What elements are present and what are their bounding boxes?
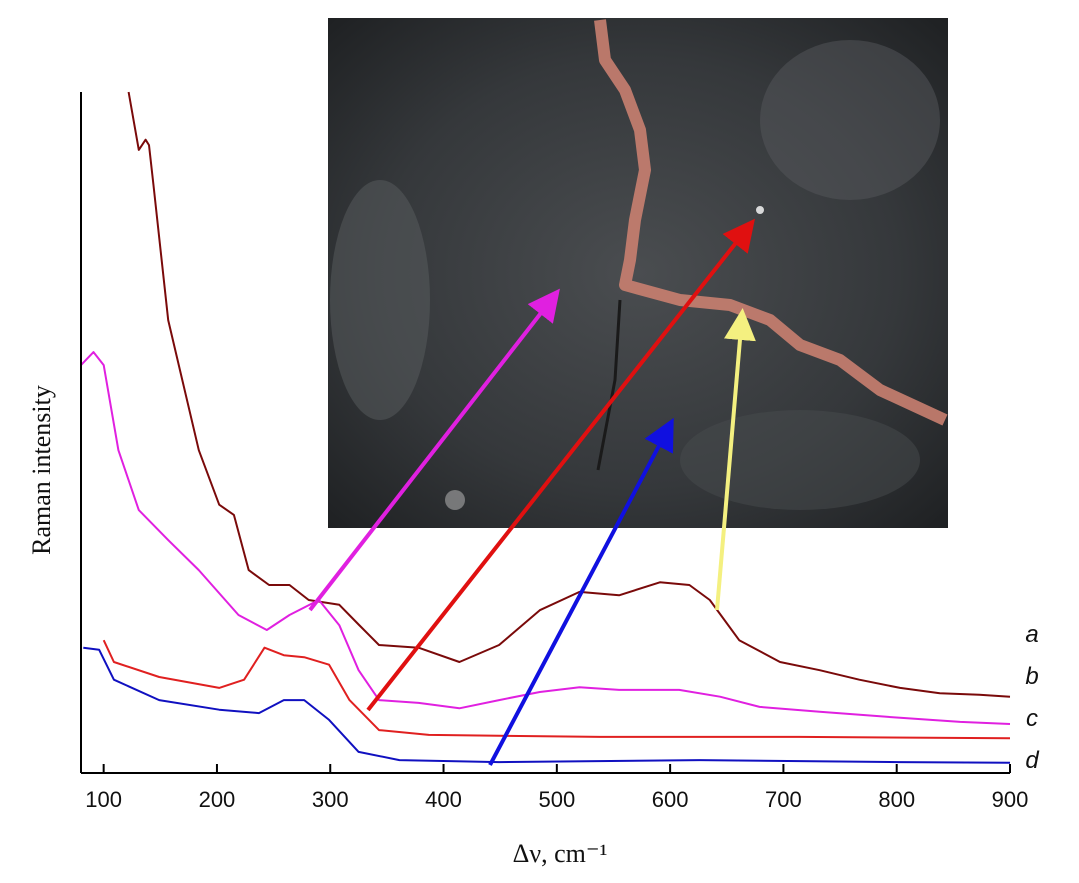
- x-tick-label: 500: [538, 787, 575, 812]
- x-axis-label: Δν, cm⁻¹: [513, 839, 608, 868]
- x-tick-label: 400: [425, 787, 462, 812]
- x-tick-label: 900: [992, 787, 1029, 812]
- x-tick-label: 600: [652, 787, 689, 812]
- inset-photo: [328, 18, 948, 528]
- x-tick-label: 700: [765, 787, 802, 812]
- series-label: a: [1025, 621, 1038, 648]
- series-line: [80, 351, 1011, 725]
- series-label: c: [1026, 705, 1038, 732]
- arrows: [308, 218, 756, 766]
- series-line: [102, 639, 1011, 740]
- x-tick-label: 200: [199, 787, 236, 812]
- series-label: b: [1025, 663, 1038, 690]
- y-axis-label: Raman intensity: [27, 385, 56, 555]
- x-tick-label: 300: [312, 787, 349, 812]
- series-line: [83, 646, 1011, 764]
- x-tick-label: 800: [878, 787, 915, 812]
- series-label: d: [1025, 747, 1039, 774]
- x-tick-label: 100: [85, 787, 122, 812]
